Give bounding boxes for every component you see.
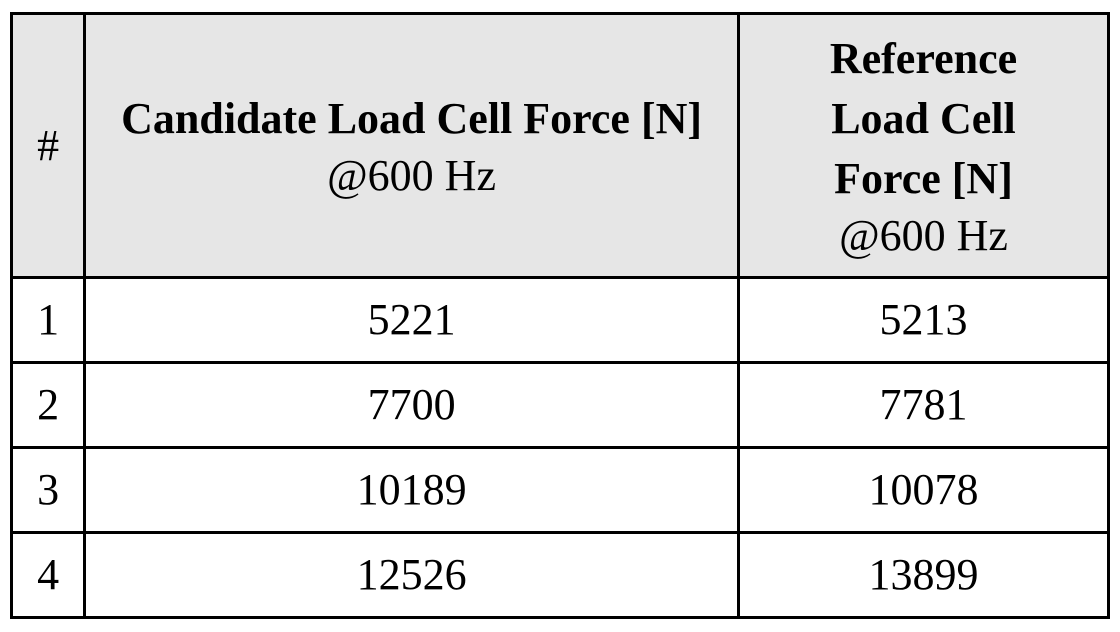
header-reference-force: Reference Load Cell Force [N] @600 Hz	[736, 12, 1111, 279]
cell-reference-force: 13899	[736, 531, 1111, 619]
table-row: 4 12526 13899	[9, 531, 1111, 619]
header-candidate-title: Candidate Load Cell Force [N]	[121, 93, 703, 143]
cell-index: 1	[9, 276, 87, 364]
cell-reference-force: 10078	[736, 446, 1111, 534]
cell-candidate-force: 5221	[83, 276, 740, 364]
cell-index: 3	[9, 446, 87, 534]
table-row: 3 10189 10078	[9, 446, 1111, 534]
table-header: # Candidate Load Cell Force [N] @600 Hz …	[9, 12, 1111, 279]
table-row: 2 7700 7781	[9, 361, 1111, 449]
table-body: 1 5221 5213 2 7700 7781 3 10189 10078 4 …	[9, 276, 1111, 619]
force-comparison-table: # Candidate Load Cell Force [N] @600 Hz …	[9, 12, 1111, 619]
cell-reference-force: 7781	[736, 361, 1111, 449]
cell-candidate-force: 10189	[83, 446, 740, 534]
cell-index: 2	[9, 361, 87, 449]
header-candidate-subtitle: @600 Hz	[327, 150, 496, 200]
header-reference-title: Reference Load Cell Force [N]	[829, 33, 1018, 203]
cell-index: 4	[9, 531, 87, 619]
cell-candidate-force: 12526	[83, 531, 740, 619]
header-index: #	[9, 12, 87, 279]
cell-reference-force: 5213	[736, 276, 1111, 364]
cell-candidate-force: 7700	[83, 361, 740, 449]
header-row: # Candidate Load Cell Force [N] @600 Hz …	[9, 12, 1111, 279]
table-row: 1 5221 5213	[9, 276, 1111, 364]
header-reference-subtitle: @600 Hz	[839, 210, 1008, 260]
header-candidate-force: Candidate Load Cell Force [N] @600 Hz	[83, 12, 740, 279]
